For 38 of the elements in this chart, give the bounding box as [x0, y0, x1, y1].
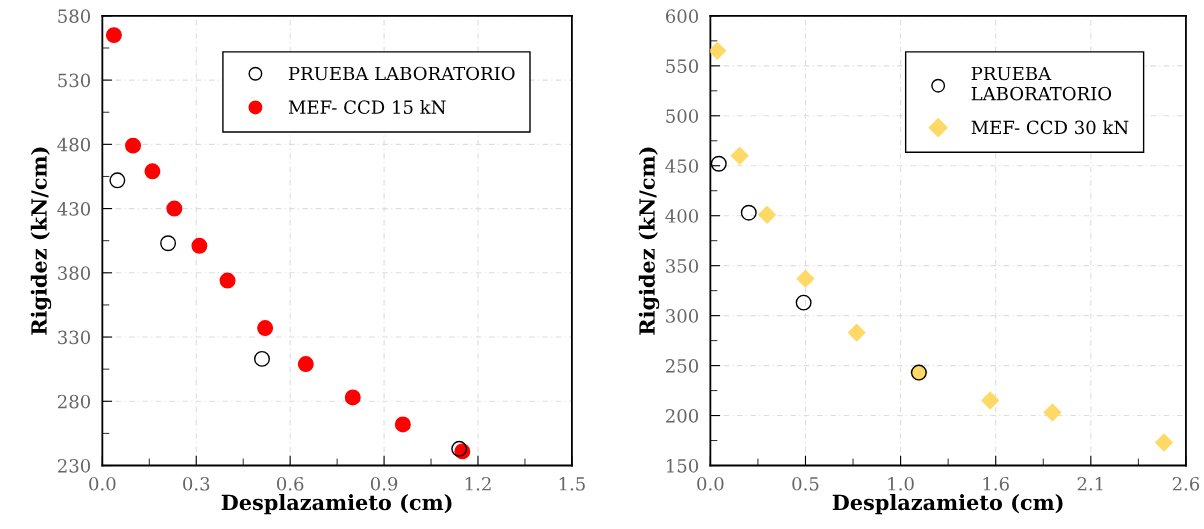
- y-tick-label: 330: [58, 330, 91, 345]
- x-tick-label: 1.0: [888, 476, 914, 491]
- legend-label: MEF- CCD 30 kN: [971, 120, 1129, 135]
- legend-label: MEF- CCD 15 kN: [288, 100, 446, 115]
- y-tick-label: 580: [58, 9, 91, 23]
- y-tick-label: 230: [57, 458, 91, 473]
- legend-label: PRUEBA LABORATORIO: [971, 66, 1112, 101]
- x-axis-title: Desplazamieto (cm): [221, 494, 452, 515]
- y-tick-label: 150: [666, 458, 699, 473]
- y-tick-label: 200: [666, 409, 699, 423]
- y-tick-label: 380: [58, 266, 91, 280]
- y-axis-title: Rigidez (kN/cm): [30, 147, 52, 335]
- y-tick-label: 550: [666, 59, 699, 73]
- y-tick-label: 350: [666, 259, 699, 273]
- y-tick-label: 500: [666, 109, 699, 123]
- x-tick-label: 0.0: [89, 476, 116, 491]
- y-tick-label: 400: [665, 209, 699, 223]
- x-tick-label: 2.6: [1172, 476, 1200, 491]
- legend-label: PRUEBA LABORATORIO: [288, 66, 515, 81]
- y-tick-label: 600: [665, 9, 699, 23]
- x-tick-label: 0.5: [792, 476, 819, 491]
- y-tick-label: 300: [666, 309, 699, 323]
- x-tick-label: 0.3: [183, 476, 210, 491]
- x-tick-label: 2.1: [1077, 476, 1103, 491]
- x-tick-label: 0.9: [370, 476, 398, 491]
- y-tick-label: 280: [57, 394, 91, 409]
- y-tick-label: 250: [666, 359, 699, 373]
- x-axis-title: Desplazamieto (cm): [832, 494, 1063, 515]
- x-tick-label: 1.5: [559, 476, 585, 491]
- y-tick-label: 530: [58, 73, 91, 88]
- y-tick-label: 450: [665, 159, 699, 173]
- y-tick-label: 430: [57, 202, 91, 216]
- y-tick-label: 480: [57, 137, 91, 152]
- x-tick-label: 1.2: [465, 476, 491, 491]
- x-tick-label: 1.6: [983, 476, 1009, 491]
- x-tick-label: 0.0: [697, 476, 724, 491]
- x-tick-label: 0.6: [277, 476, 304, 491]
- y-axis-title: Rigidez (kN/cm): [638, 147, 660, 335]
